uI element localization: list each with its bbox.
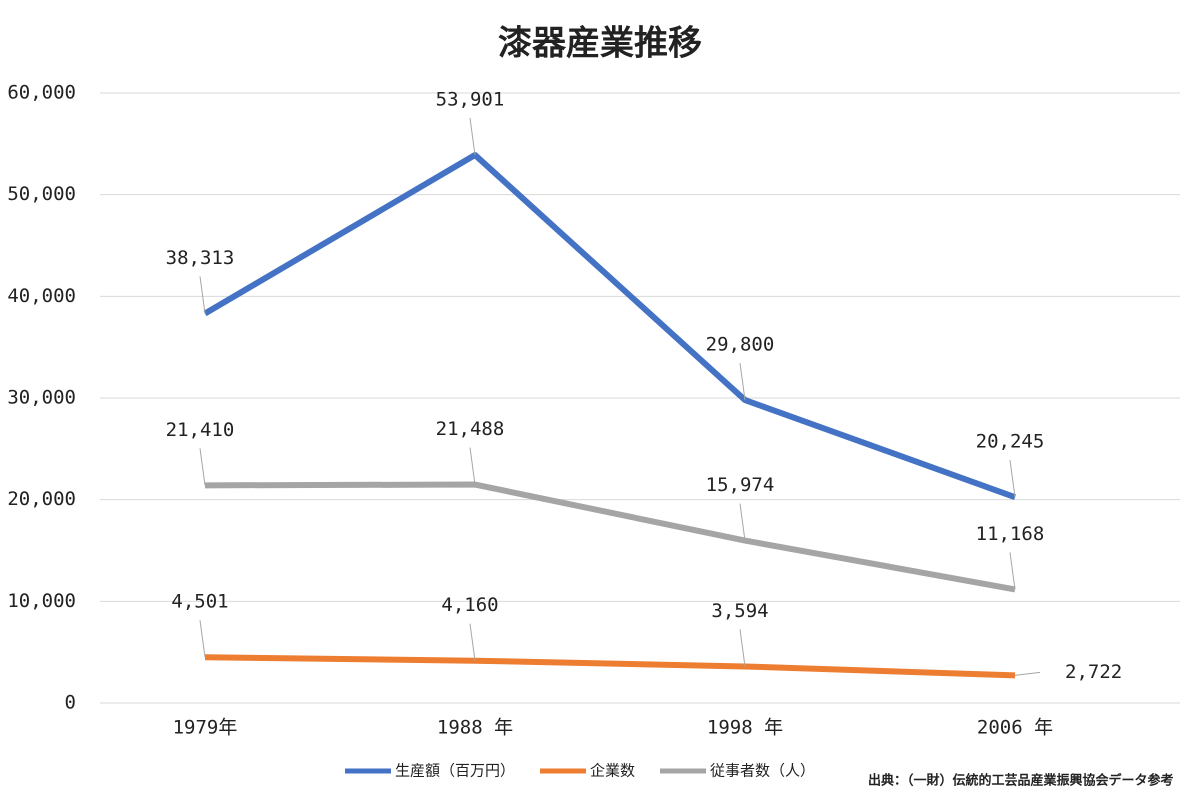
data-label: 20,245	[976, 431, 1045, 453]
leader-line	[1009, 552, 1016, 590]
leader-line	[469, 623, 476, 661]
leader-line	[1009, 460, 1016, 498]
y-tick-label: 0	[65, 692, 76, 714]
series-line	[204, 654, 1016, 679]
leader-line	[199, 448, 206, 486]
y-tick-label: 50,000	[7, 183, 76, 205]
chart-title: 漆器産業推移	[498, 24, 702, 64]
x-tick-label: 2006 年	[977, 717, 1053, 739]
series-line	[204, 481, 1016, 593]
leader-line	[469, 447, 476, 485]
data-label: 3,594	[711, 600, 768, 622]
legend-label: 企業数	[590, 762, 635, 780]
data-label: 21,488	[436, 418, 505, 440]
data-label: 15,974	[706, 474, 775, 496]
data-label: 4,501	[171, 591, 228, 613]
leader-line	[739, 629, 746, 667]
leader-line	[1014, 671, 1041, 676]
x-tick-label: 1998 年	[707, 717, 783, 739]
x-tick-label: 1979年	[173, 717, 238, 739]
source-note: 出典：（一財）伝統的工芸品産業振興協会データ参考	[868, 773, 1174, 789]
series-line	[203, 152, 1017, 500]
data-label: 29,800	[706, 334, 775, 356]
data-label: 53,901	[436, 89, 505, 111]
leader-line	[199, 620, 206, 658]
y-tick-label: 40,000	[7, 285, 76, 307]
x-tick-label: 1988 年	[437, 717, 513, 739]
leader-line	[739, 503, 746, 541]
data-label: 4,160	[441, 594, 498, 616]
leader-line	[199, 276, 206, 314]
data-label: 38,313	[166, 247, 235, 269]
leader-line	[739, 362, 746, 401]
y-tick-label: 20,000	[7, 488, 76, 510]
legend-label: 生産額（百万円）	[395, 762, 515, 780]
y-tick-label: 30,000	[7, 387, 76, 409]
y-tick-label: 60,000	[7, 82, 76, 104]
data-label: 2,722	[1065, 661, 1122, 683]
leader-line	[469, 117, 476, 156]
y-tick-label: 10,000	[7, 590, 76, 612]
legend-label: 従事者数（人）	[710, 762, 815, 780]
data-label: 21,410	[166, 419, 235, 441]
data-label: 11,168	[976, 523, 1045, 545]
